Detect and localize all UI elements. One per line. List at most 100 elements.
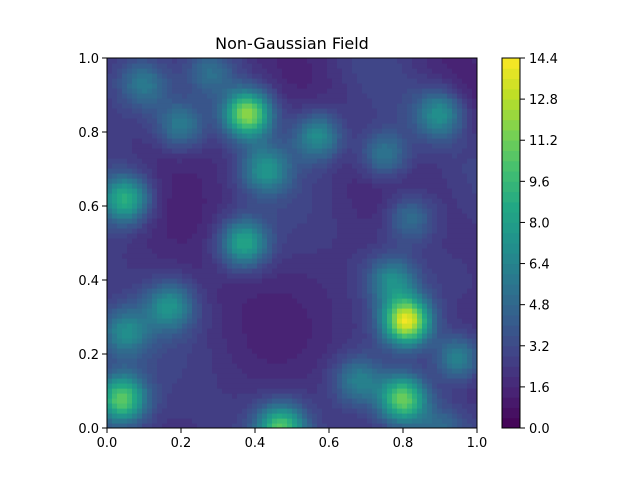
heatmap-cell bbox=[292, 373, 298, 379]
heatmap-cell bbox=[137, 153, 143, 159]
heatmap-cell bbox=[422, 123, 428, 129]
heatmap-cell bbox=[227, 328, 233, 334]
heatmap-cell bbox=[432, 323, 438, 329]
heatmap-cell bbox=[172, 228, 178, 234]
heatmap-cell bbox=[152, 218, 158, 224]
heatmap-cell bbox=[267, 358, 273, 364]
heatmap-cell bbox=[277, 208, 283, 214]
heatmap-cell bbox=[367, 163, 373, 169]
heatmap-cell bbox=[267, 308, 273, 314]
heatmap-cell bbox=[257, 363, 263, 369]
heatmap-cell bbox=[342, 108, 348, 114]
heatmap-cell bbox=[307, 223, 313, 229]
heatmap-cell bbox=[142, 403, 148, 409]
heatmap-cell bbox=[422, 228, 428, 234]
heatmap-cell bbox=[287, 293, 293, 299]
heatmap-cell bbox=[322, 88, 328, 94]
heatmap-cell bbox=[267, 243, 273, 249]
heatmap-cell bbox=[312, 233, 318, 239]
heatmap-cell bbox=[197, 378, 203, 384]
heatmap-cell bbox=[247, 163, 253, 169]
heatmap-cell bbox=[142, 213, 148, 219]
heatmap-cell bbox=[352, 118, 358, 124]
heatmap-cell bbox=[432, 198, 438, 204]
heatmap-cell bbox=[112, 393, 118, 399]
heatmap-cell bbox=[132, 348, 138, 354]
heatmap-cell bbox=[397, 313, 403, 319]
heatmap-cell bbox=[367, 233, 373, 239]
heatmap-cell bbox=[117, 193, 123, 199]
heatmap-cell bbox=[422, 108, 428, 114]
heatmap-cell bbox=[167, 313, 173, 319]
heatmap-cell bbox=[122, 353, 128, 359]
heatmap-cell bbox=[327, 288, 333, 294]
heatmap-cell bbox=[412, 218, 418, 224]
heatmap-cell bbox=[372, 378, 378, 384]
heatmap-cell bbox=[407, 238, 413, 244]
heatmap-cell bbox=[437, 88, 443, 94]
heatmap-cell bbox=[222, 413, 228, 419]
heatmap-cell bbox=[207, 358, 213, 364]
heatmap-cell bbox=[242, 308, 248, 314]
heatmap-cell bbox=[282, 368, 288, 374]
heatmap-cell bbox=[132, 338, 138, 344]
heatmap-cell bbox=[152, 238, 158, 244]
heatmap-cell bbox=[307, 143, 313, 149]
heatmap-cell bbox=[302, 368, 308, 374]
heatmap-cell bbox=[372, 298, 378, 304]
heatmap-cell bbox=[307, 293, 313, 299]
heatmap-cell bbox=[402, 263, 408, 269]
heatmap-cell bbox=[247, 328, 253, 334]
heatmap-cell bbox=[212, 68, 218, 74]
heatmap-cell bbox=[137, 58, 143, 64]
heatmap-cell bbox=[337, 238, 343, 244]
heatmap-cell bbox=[362, 98, 368, 104]
heatmap-cell bbox=[157, 138, 163, 144]
heatmap-cell bbox=[397, 258, 403, 264]
heatmap-cell bbox=[392, 188, 398, 194]
heatmap-cell bbox=[422, 403, 428, 409]
heatmap-cell bbox=[272, 78, 278, 84]
heatmap-cell bbox=[197, 113, 203, 119]
heatmap-cell bbox=[327, 98, 333, 104]
heatmap-cell bbox=[392, 258, 398, 264]
heatmap-cell bbox=[162, 208, 168, 214]
heatmap-cell bbox=[217, 283, 223, 289]
heatmap-cell bbox=[202, 353, 208, 359]
heatmap-cell bbox=[247, 243, 253, 249]
heatmap-cell bbox=[207, 148, 213, 154]
heatmap-cell bbox=[227, 208, 233, 214]
heatmap-cell bbox=[282, 228, 288, 234]
heatmap-cell bbox=[232, 93, 238, 99]
heatmap-cell bbox=[312, 308, 318, 314]
heatmap-cell bbox=[147, 343, 153, 349]
heatmap-cell bbox=[307, 183, 313, 189]
heatmap-cell bbox=[422, 338, 428, 344]
heatmap-cell bbox=[367, 403, 373, 409]
heatmap-cell bbox=[302, 268, 308, 274]
heatmap-cell bbox=[427, 143, 433, 149]
heatmap-cell bbox=[157, 118, 163, 124]
heatmap-cell bbox=[247, 268, 253, 274]
heatmap-cell bbox=[122, 383, 128, 389]
heatmap-cell bbox=[257, 163, 263, 169]
heatmap-cell bbox=[272, 273, 278, 279]
heatmap-cell bbox=[112, 378, 118, 384]
heatmap-cell bbox=[282, 398, 288, 404]
heatmap-cell bbox=[202, 258, 208, 264]
heatmap-cell bbox=[192, 68, 198, 74]
heatmap-cell bbox=[317, 298, 323, 304]
heatmap-cell bbox=[182, 318, 188, 324]
heatmap-cell bbox=[287, 73, 293, 79]
heatmap-cell bbox=[112, 98, 118, 104]
heatmap-cell bbox=[332, 328, 338, 334]
heatmap-cell bbox=[207, 233, 213, 239]
heatmap-cell bbox=[212, 203, 218, 209]
heatmap-cell bbox=[192, 188, 198, 194]
heatmap-cell bbox=[127, 143, 133, 149]
heatmap-cell bbox=[327, 128, 333, 134]
heatmap-cell bbox=[417, 203, 423, 209]
heatmap-cell bbox=[287, 133, 293, 139]
heatmap-cell bbox=[237, 343, 243, 349]
heatmap-cell bbox=[392, 213, 398, 219]
